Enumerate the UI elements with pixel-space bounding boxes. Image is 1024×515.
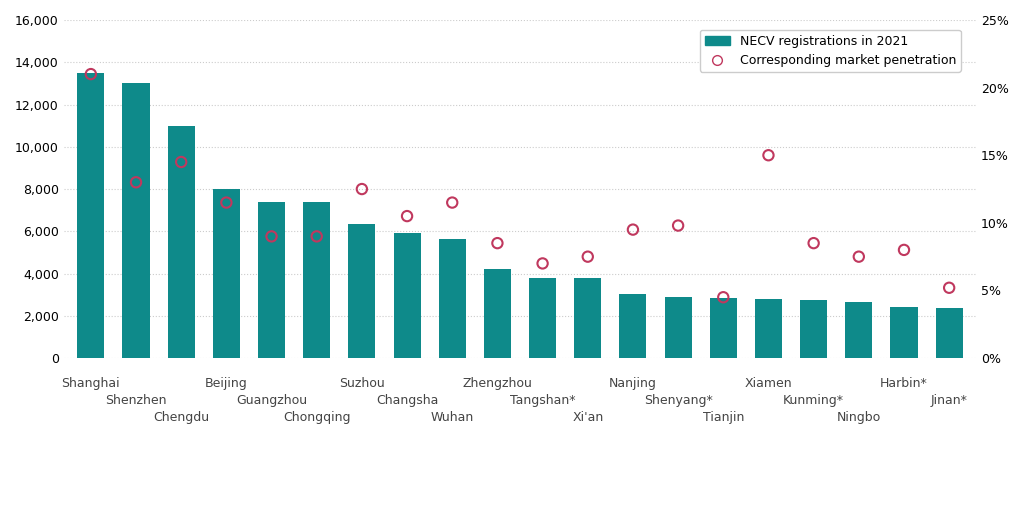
- Point: [896, 246, 912, 254]
- Point: [625, 226, 641, 234]
- Point: [308, 232, 325, 241]
- Text: Shanghai: Shanghai: [61, 377, 120, 390]
- Bar: [665, 297, 691, 358]
- Point: [173, 158, 189, 166]
- Point: [715, 293, 731, 301]
- Text: Kunming*: Kunming*: [783, 394, 844, 407]
- Text: Guangzhou: Guangzhou: [236, 394, 307, 407]
- Point: [806, 239, 822, 247]
- Text: Wuhan: Wuhan: [431, 411, 474, 424]
- Bar: [710, 298, 737, 358]
- Bar: [484, 269, 511, 358]
- Bar: [213, 189, 240, 358]
- Text: Tianjin: Tianjin: [702, 411, 744, 424]
- Point: [353, 185, 370, 193]
- Bar: [574, 278, 601, 358]
- Point: [941, 284, 957, 292]
- Text: Nanjing: Nanjing: [609, 377, 656, 390]
- Bar: [936, 308, 963, 358]
- Bar: [438, 238, 466, 358]
- Point: [218, 198, 234, 207]
- Point: [83, 70, 99, 78]
- Point: [851, 252, 867, 261]
- Text: Tangshan*: Tangshan*: [510, 394, 575, 407]
- Point: [760, 151, 776, 159]
- Bar: [168, 126, 195, 358]
- Bar: [348, 224, 376, 358]
- Text: Ningbo: Ningbo: [837, 411, 881, 424]
- Point: [399, 212, 416, 220]
- Point: [263, 232, 280, 241]
- Text: Xi'an: Xi'an: [572, 411, 603, 424]
- Point: [535, 260, 551, 268]
- Legend: NECV registrations in 2021, Corresponding market penetration: NECV registrations in 2021, Correspondin…: [699, 30, 961, 72]
- Bar: [755, 299, 782, 358]
- Bar: [393, 233, 421, 358]
- Text: Jinan*: Jinan*: [931, 394, 968, 407]
- Bar: [891, 307, 918, 358]
- Text: Chengdu: Chengdu: [154, 411, 209, 424]
- Bar: [303, 202, 331, 358]
- Bar: [77, 73, 104, 358]
- Bar: [620, 294, 646, 358]
- Point: [580, 252, 596, 261]
- Point: [670, 221, 686, 230]
- Text: Chongqing: Chongqing: [283, 411, 350, 424]
- Text: Zhengzhou: Zhengzhou: [463, 377, 532, 390]
- Point: [128, 178, 144, 186]
- Point: [489, 239, 506, 247]
- Text: Harbin*: Harbin*: [880, 377, 928, 390]
- Text: Suzhou: Suzhou: [339, 377, 385, 390]
- Text: Xiamen: Xiamen: [744, 377, 793, 390]
- Text: Shenyang*: Shenyang*: [644, 394, 713, 407]
- Text: Beijing: Beijing: [205, 377, 248, 390]
- Bar: [123, 83, 150, 358]
- Bar: [800, 300, 827, 358]
- Bar: [258, 202, 285, 358]
- Point: [444, 198, 461, 207]
- Text: Changsha: Changsha: [376, 394, 438, 407]
- Bar: [845, 302, 872, 358]
- Text: Shenzhen: Shenzhen: [105, 394, 167, 407]
- Bar: [529, 278, 556, 358]
